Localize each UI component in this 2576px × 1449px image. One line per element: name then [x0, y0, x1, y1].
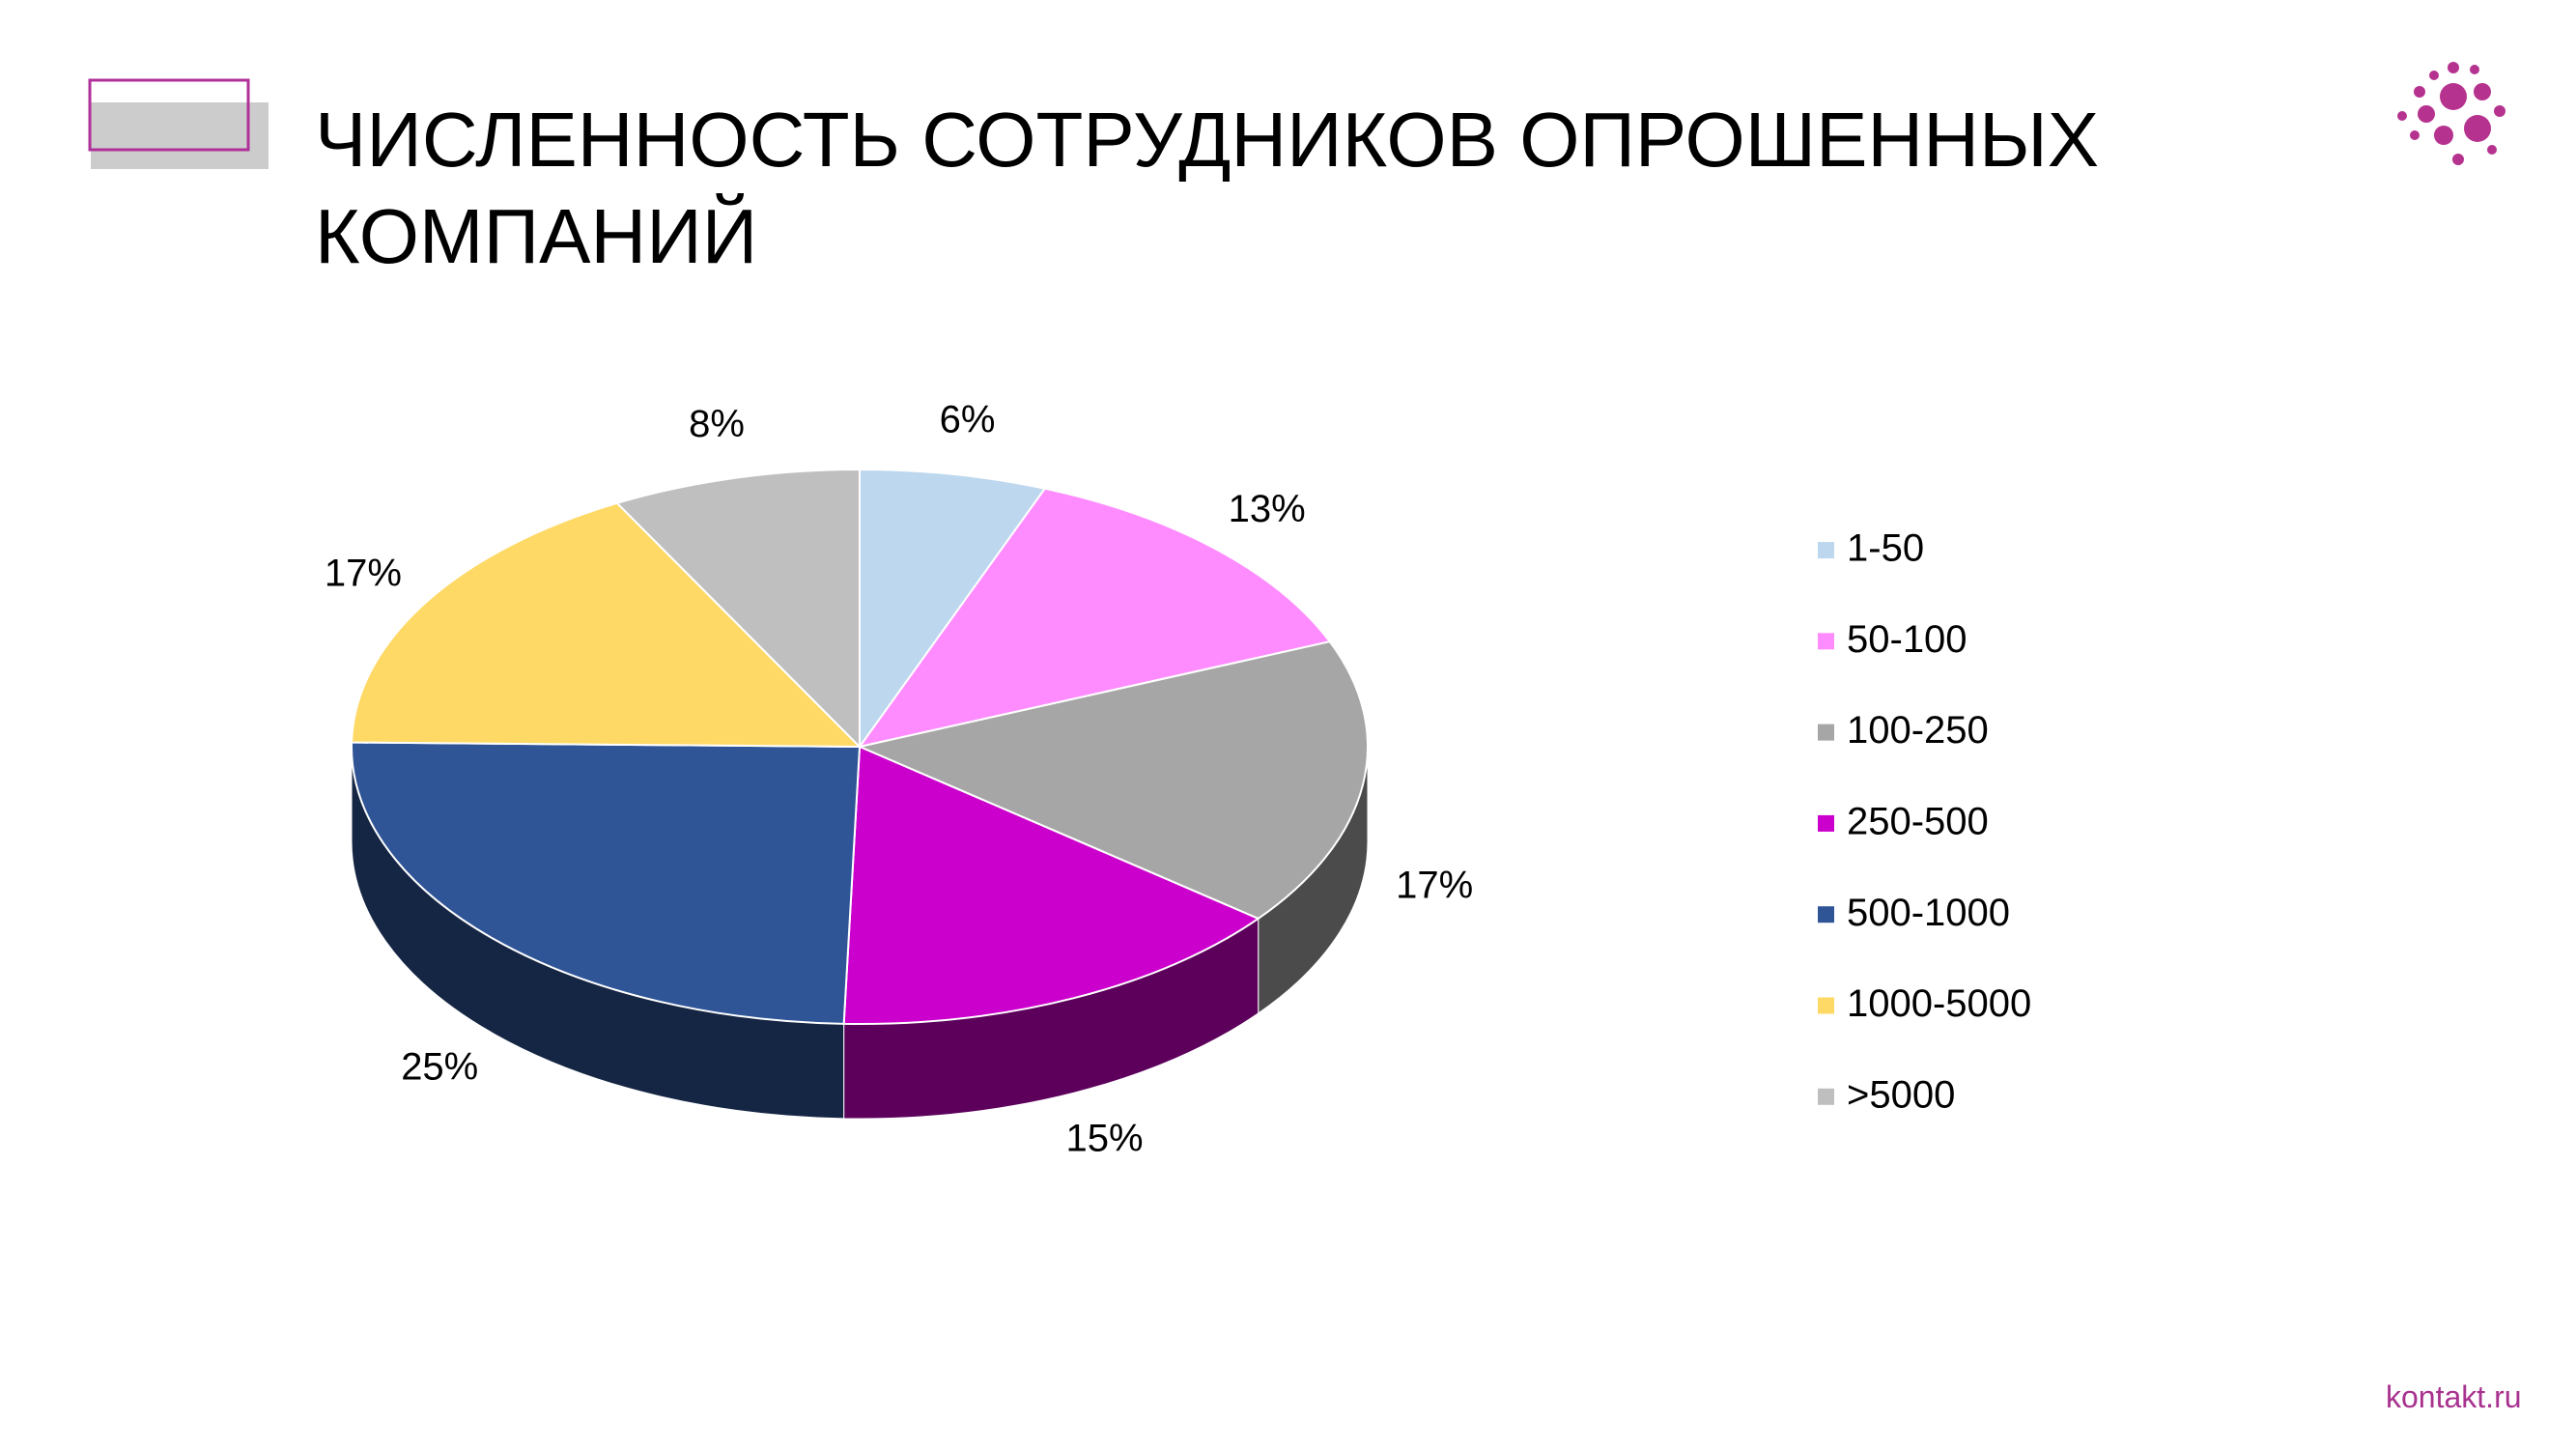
legend-swatch	[1818, 724, 1834, 741]
legend-swatch	[1818, 1088, 1834, 1105]
pie-slice	[351, 741, 862, 1025]
legend-label: 100-250	[1847, 709, 1989, 752]
data-label: 6%	[940, 399, 996, 441]
legend-swatch	[1818, 906, 1834, 923]
data-label: 13%	[1229, 488, 1306, 530]
pie-slice	[856, 640, 1370, 921]
legend-swatch	[1818, 542, 1834, 558]
pie-slice	[351, 501, 863, 749]
legend-label: >5000	[1847, 1073, 1955, 1116]
data-label: 8%	[689, 403, 745, 445]
legend-label: 1000-5000	[1847, 982, 2031, 1025]
legend-swatch	[1818, 814, 1834, 832]
pie-slice	[615, 468, 861, 750]
legend-label: 250-500	[1847, 800, 1989, 842]
decor-frame	[88, 78, 250, 152]
data-label: 17%	[1396, 864, 1473, 906]
chart-title: ЧИСЛЕННОСТЬ СОТРУДНИКОВ ОПРОШЕННЫХ КОМПА…	[315, 97, 2100, 279]
logo	[2397, 62, 2505, 165]
pie-slice	[857, 487, 1332, 749]
legend-swatch	[1818, 633, 1834, 650]
pie-slice	[842, 745, 1260, 1025]
legend-label: 1-50	[1847, 527, 1924, 570]
data-label: 15%	[1065, 1118, 1143, 1160]
data-label: 17%	[325, 552, 402, 594]
decor-bar	[91, 102, 269, 169]
legend-label: 500-1000	[1847, 892, 2010, 934]
legend-swatch	[1818, 997, 1834, 1014]
legend-label: 50-100	[1847, 618, 1967, 661]
data-label: 25%	[401, 1046, 478, 1089]
pie-slice	[859, 468, 1047, 751]
footer-link[interactable]: kontakt.ru	[2386, 1379, 2522, 1414]
